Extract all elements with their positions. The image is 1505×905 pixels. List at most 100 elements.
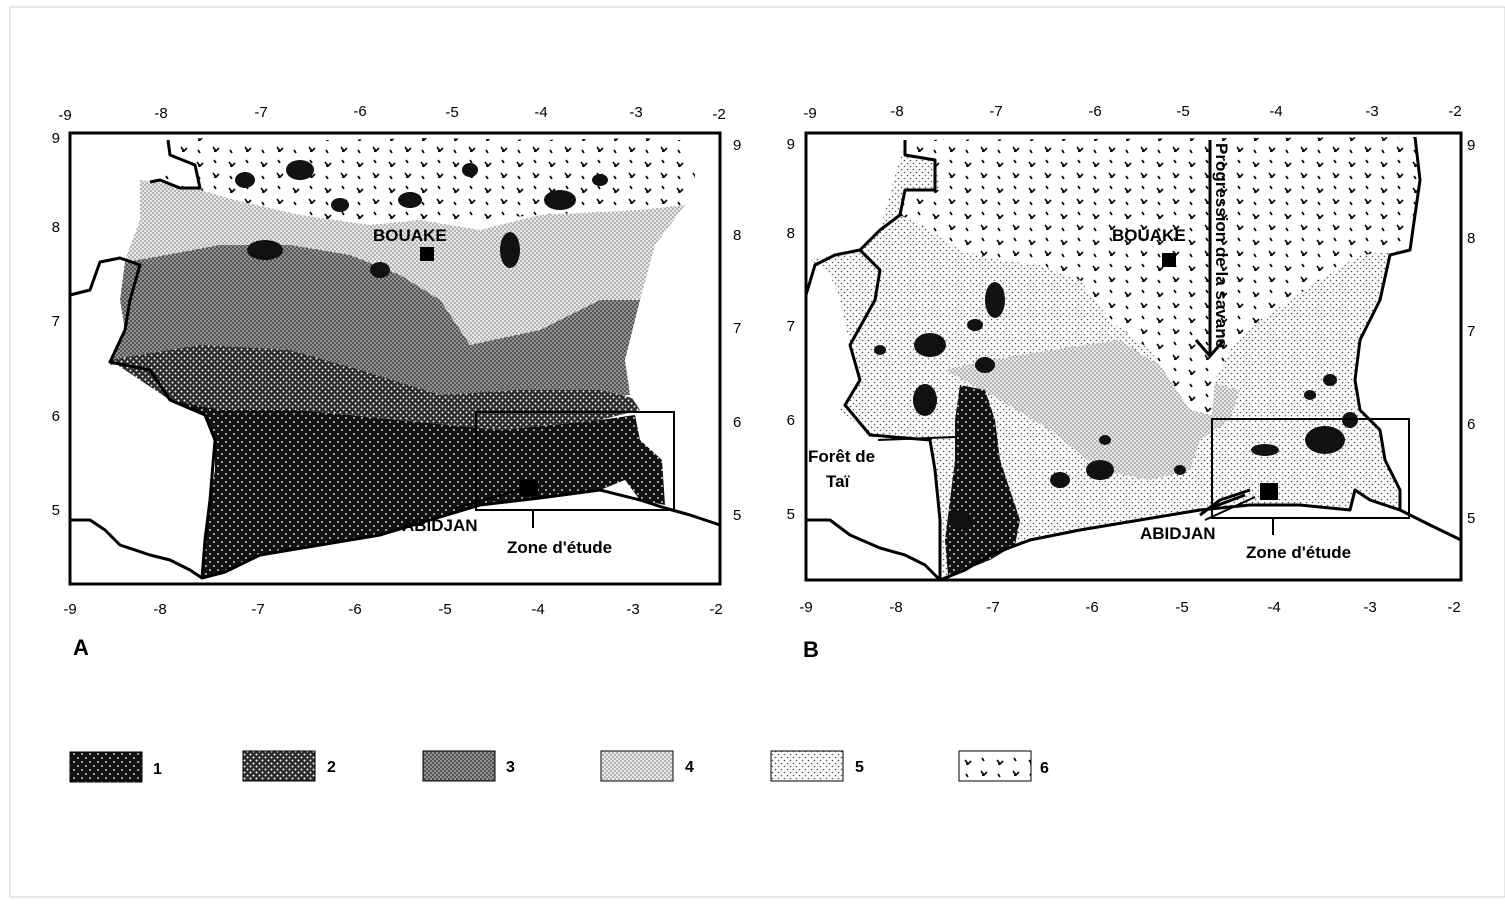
svg-text:5: 5 <box>787 506 795 523</box>
svg-text:-6: -6 <box>1088 103 1101 120</box>
panel-letter-a: A <box>73 635 89 660</box>
border-west-a <box>69 256 217 579</box>
legend-item-1: 1 <box>69 751 162 783</box>
border-west-b <box>804 140 937 296</box>
label-study-zone-a: Zone d'étude <box>507 538 612 557</box>
svg-text:-7: -7 <box>986 599 999 616</box>
svg-text:-8: -8 <box>153 601 166 618</box>
svg-text:-9: -9 <box>58 107 71 124</box>
svg-text:8: 8 <box>787 225 795 242</box>
svg-text:-7: -7 <box>254 104 267 121</box>
svg-text:-2: -2 <box>1448 103 1461 120</box>
svg-text:6: 6 <box>733 414 741 431</box>
svg-text:-9: -9 <box>803 105 816 122</box>
abidjan-leader-a <box>454 489 521 509</box>
legend-swatch-3 <box>422 750 496 782</box>
label-forest-tai-line2: Taï <box>826 472 851 491</box>
abidjan-marker-a <box>520 480 538 496</box>
y-ticks-right-a: 9 8 7 6 5 <box>733 137 741 524</box>
legend-label-3: 3 <box>506 759 515 776</box>
svg-text:9: 9 <box>787 136 795 153</box>
label-abidjan-a: ABIDJAN <box>402 516 478 535</box>
label-forest-tai-line1: Forêt de <box>808 447 875 466</box>
legend-label-5: 5 <box>855 759 864 776</box>
svg-text:-9: -9 <box>63 601 76 618</box>
svg-text:-3: -3 <box>626 601 639 618</box>
page-border <box>9 6 1505 898</box>
border-north-a <box>149 139 202 190</box>
legend-label-2: 2 <box>327 759 336 776</box>
study-zone-box-b <box>1211 418 1410 519</box>
svg-text:-5: -5 <box>438 601 451 618</box>
svg-text:-4: -4 <box>531 601 544 618</box>
legend-swatch-2 <box>242 750 316 782</box>
border-west2-b <box>843 248 942 580</box>
abidjan-leader-b <box>1204 496 1256 521</box>
svg-text:-6: -6 <box>353 103 366 120</box>
y-ticks-left-b: 9 8 7 6 5 <box>787 136 795 523</box>
tai-leader-b <box>877 436 956 441</box>
svg-text:-2: -2 <box>712 106 725 123</box>
bouake-marker-b <box>1162 253 1176 267</box>
legend-item-3: 3 <box>422 750 515 782</box>
legend-swatch-5 <box>770 750 844 782</box>
svg-text:-6: -6 <box>348 601 361 618</box>
svg-text:-2: -2 <box>1447 599 1460 616</box>
coastline-a <box>70 488 721 580</box>
svg-text:-5: -5 <box>445 104 458 121</box>
x-ticks-top-a: -9 -8 -7 -6 -5 -4 -3 -2 <box>58 103 725 124</box>
land-b-zone4 <box>945 340 1240 480</box>
svg-text:-6: -6 <box>1085 599 1098 616</box>
abidjan-marker-b <box>1260 483 1278 500</box>
land-a-zone3 <box>110 245 640 410</box>
svg-text:6: 6 <box>52 408 60 425</box>
svg-text:-4: -4 <box>534 104 547 121</box>
map-panel-b: Progression de la savane BOUAKE ABIDJAN … <box>787 103 1476 662</box>
svg-text:-5: -5 <box>1175 599 1188 616</box>
map-frame-b <box>804 131 1463 582</box>
label-study-zone-b: Zone d'étude <box>1246 543 1351 562</box>
legend-label-1: 1 <box>153 761 162 778</box>
legend-item-6: 6 <box>958 750 1049 782</box>
x-ticks-bottom-a: -9 -8 -7 -6 -5 -4 -3 -2 <box>63 601 722 618</box>
map-panel-a: BOUAKE ABIDJAN Zone d'étude -9 -8 -7 -6 … <box>52 103 742 660</box>
svg-text:-8: -8 <box>889 599 902 616</box>
map-frame-a <box>68 131 722 586</box>
svg-text:-7: -7 <box>251 601 264 618</box>
legend-swatch-4 <box>600 750 674 782</box>
svg-text:5: 5 <box>52 502 60 519</box>
coastline-b <box>806 488 1462 582</box>
savanna-arrow-icon <box>1194 339 1226 357</box>
land-a-zone1 <box>170 400 665 578</box>
forest-patches-a <box>235 160 608 278</box>
svg-text:7: 7 <box>787 318 795 335</box>
svg-text:-2: -2 <box>709 601 722 618</box>
study-zone-box-a <box>475 411 675 511</box>
svg-text:-8: -8 <box>154 105 167 122</box>
y-ticks-right-b: 9 8 7 6 5 <box>1467 137 1475 527</box>
legend-swatch-6 <box>958 750 1032 782</box>
svg-text:-3: -3 <box>629 104 642 121</box>
legend-item-2: 2 <box>242 750 336 782</box>
legend-item-5: 5 <box>770 750 864 782</box>
svg-text:6: 6 <box>787 412 795 429</box>
label-bouake-b: BOUAKE <box>1112 226 1186 245</box>
legend-label-6: 6 <box>1040 760 1049 777</box>
svg-text:-9: -9 <box>799 599 812 616</box>
svg-text:-5: -5 <box>1176 103 1189 120</box>
svg-text:9: 9 <box>1467 137 1475 154</box>
legend-item-4: 4 <box>600 750 694 782</box>
svg-text:8: 8 <box>52 219 60 236</box>
panel-letter-b: B <box>803 637 819 662</box>
legend-label-4: 4 <box>685 759 694 776</box>
svg-text:9: 9 <box>52 130 60 147</box>
land-b-savanna <box>900 137 1420 415</box>
svg-text:-7: -7 <box>989 103 1002 120</box>
legend: 1 2 3 4 5 6 <box>69 750 1049 783</box>
svg-text:5: 5 <box>1467 510 1475 527</box>
label-bouake-a: BOUAKE <box>373 226 447 245</box>
svg-text:-4: -4 <box>1267 599 1280 616</box>
svg-text:-4: -4 <box>1269 103 1282 120</box>
svg-text:7: 7 <box>1467 323 1475 340</box>
